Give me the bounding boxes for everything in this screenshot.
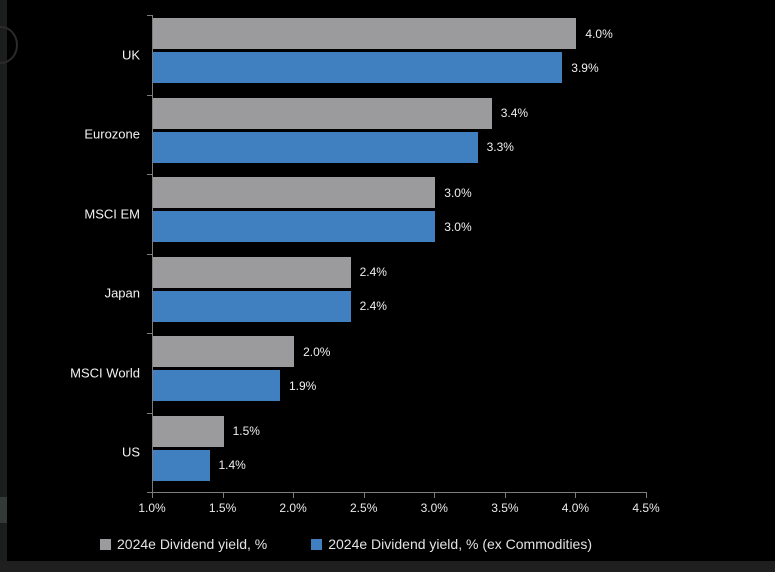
y-axis-tick <box>147 94 152 96</box>
bar-dividend-yield-ex-commodities: 2.4% <box>153 290 387 322</box>
legend-item-dividend-yield: 2024e Dividend yield, % <box>100 536 267 552</box>
x-axis-tick-label: 4.5% <box>632 501 660 515</box>
bar-data-label: 3.3% <box>486 140 514 154</box>
x-axis-tick <box>363 493 365 498</box>
bar-data-label: 2.4% <box>359 265 387 279</box>
category-label-us: US <box>121 444 140 460</box>
y-axis-tick <box>147 253 152 255</box>
bar-data-label: 4.0% <box>585 26 613 41</box>
legend-swatch-gray-icon <box>100 538 111 550</box>
bar-data-label: 3.0% <box>444 219 472 234</box>
category-row: 2.4% 2.4% <box>153 254 647 334</box>
bar-dividend-yield-ex-commodities: 1.9% <box>153 370 316 401</box>
category-row: 2.0% 1.9% <box>153 333 647 413</box>
bar-dividend-yield: 1.5% <box>153 415 260 447</box>
y-axis-tick <box>147 15 152 16</box>
bar-data-label: 1.4% <box>218 458 246 472</box>
category-label-uk: UK <box>121 47 140 63</box>
legend-item-dividend-yield-ex-commodities: 2024e Dividend yield, % (ex Commodities) <box>311 536 592 552</box>
bar-data-label: 2.4% <box>359 299 387 313</box>
bar-data-label: 3.0% <box>444 185 472 200</box>
chart-legend: 2024e Dividend yield, % 2024e Dividend y… <box>100 536 592 552</box>
x-axis-tick <box>646 493 647 498</box>
x-axis-tick-label: 2.5% <box>350 501 378 515</box>
bar-dividend-yield: 2.0% <box>153 336 330 367</box>
legend-label-dividend-yield-ex-commodities: 2024e Dividend yield, % (ex Commodities) <box>328 536 593 552</box>
category-label-japan: Japan <box>104 285 140 301</box>
bar-data-label: 1.5% <box>232 424 260 438</box>
bar-data-label: 2.0% <box>303 344 331 359</box>
bar-dividend-yield: 3.4% <box>153 97 528 129</box>
y-axis-tick <box>147 412 152 414</box>
bar-dividend-yield: 2.4% <box>153 256 387 288</box>
bottom-edge-strip <box>0 561 775 572</box>
bar-dividend-yield-ex-commodities: 3.0% <box>153 211 472 242</box>
x-axis-tick-label: 1.5% <box>208 501 237 515</box>
bar-dividend-yield-ex-commodities: 1.4% <box>153 449 246 481</box>
bar-dividend-yield: 4.0% <box>153 18 613 49</box>
category-label-msci-em: MSCI EM <box>84 206 140 222</box>
x-axis-tick <box>434 493 436 498</box>
y-axis-tick <box>147 174 152 175</box>
category-row: 3.4% 3.3% <box>153 95 647 175</box>
x-axis-tick <box>152 493 153 498</box>
category-row: 3.0% 3.0% <box>153 174 647 254</box>
x-axis-tick <box>293 493 295 498</box>
legend-swatch-blue-icon <box>311 538 323 550</box>
legend-label-dividend-yield: 2024e Dividend yield, % <box>117 536 268 552</box>
plot-area: 4.0% 3.9% 3.4% 3.3% 3.0% 3.0% 2.4% 2.4% 2.0% 1.9%… <box>152 15 647 493</box>
bar-dividend-yield: 3.0% <box>153 177 472 208</box>
x-axis-tick-label: 3.0% <box>420 501 448 515</box>
x-axis-tick <box>222 493 224 498</box>
bar-dividend-yield-ex-commodities: 3.9% <box>153 52 599 83</box>
bar-dividend-yield-ex-commodities: 3.3% <box>153 131 514 163</box>
bar-data-label: 1.9% <box>289 378 317 393</box>
category-label-eurozone: Eurozone <box>84 126 140 142</box>
y-axis-tick <box>147 492 152 493</box>
category-label-msci-world: MSCI World <box>70 365 140 381</box>
x-axis-tick-label: 4.0% <box>561 501 590 515</box>
x-axis-tick <box>575 493 577 498</box>
category-row: 4.0% 3.9% <box>153 15 647 95</box>
x-axis-tick-label: 3.5% <box>491 501 519 515</box>
y-axis-tick <box>147 333 152 334</box>
category-row: 1.5% 1.4% <box>153 413 647 493</box>
x-axis-tick-label: 2.0% <box>279 501 307 515</box>
bar-data-label: 3.9% <box>571 60 599 75</box>
x-axis-tick <box>504 493 506 498</box>
left-strip-patch <box>0 497 7 523</box>
x-axis-tick-label: 1.0% <box>138 501 166 515</box>
bar-data-label: 3.4% <box>500 106 529 120</box>
